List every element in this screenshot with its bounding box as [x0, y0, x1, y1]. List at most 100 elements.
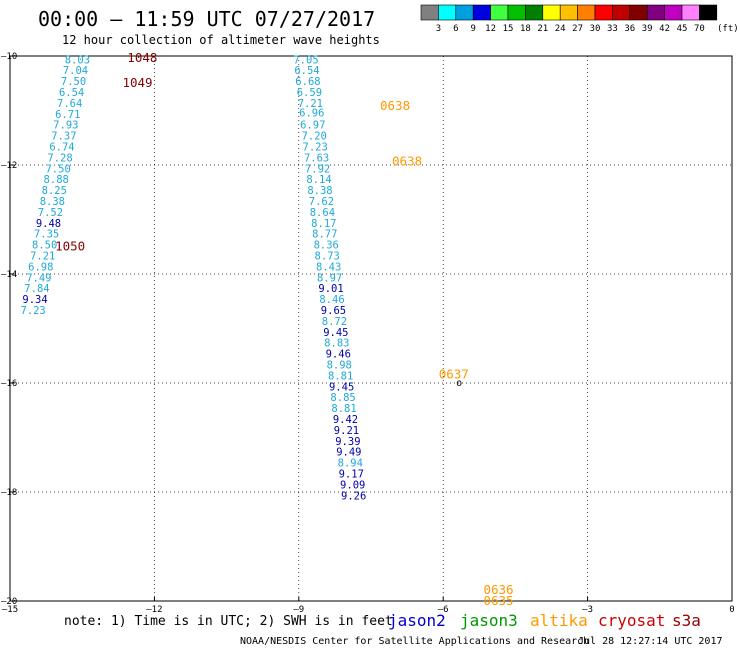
- x-tick-label: –6: [438, 605, 449, 615]
- swh-point-label: 8.36: [314, 240, 339, 252]
- swh-point-label: 7.52: [38, 207, 63, 219]
- title-group: 00:00 – 11:59 UTC 07/27/2017 12 hour col…: [38, 7, 380, 47]
- chart-subtitle: 12 hour collection of altimeter wave hei…: [62, 33, 380, 47]
- swh-point-label: 8.17: [311, 218, 336, 230]
- swh-value-labels: 8.037.047.506.547.646.717.937.376.747.28…: [20, 54, 366, 502]
- swh-point-label: 8.64: [310, 207, 335, 219]
- swh-point-label: 6.98: [28, 261, 53, 273]
- legend-swatch: [629, 4, 648, 21]
- legend-bin-label: 33: [607, 24, 618, 34]
- legend-swatch: [612, 4, 631, 21]
- swh-point-label: 9.39: [335, 436, 360, 448]
- swh-point-label: 7.21: [298, 98, 323, 110]
- y-tick-label: –18: [1, 488, 17, 498]
- swh-point-label: 7.49: [26, 272, 51, 284]
- x-tick-label: –3: [582, 605, 593, 615]
- pass-time-label: 1048: [127, 50, 157, 65]
- swh-point-label: 8.38: [40, 196, 65, 208]
- swh-point-label: 8.81: [328, 370, 353, 382]
- x-tick-label: –9: [293, 605, 304, 615]
- swh-point-label: 9.26: [341, 490, 366, 502]
- swh-point-label: 9.34: [22, 294, 47, 306]
- swh-point-label: 9.42: [333, 414, 358, 426]
- x-axis-ticks: –15 –12 –9 –6 –3 0: [2, 597, 735, 615]
- legend-bin-label: 45: [677, 24, 688, 34]
- swh-point-label: 6.59: [297, 87, 322, 99]
- legend-swatch: [507, 4, 526, 21]
- pass-time-label: 1050: [55, 239, 85, 254]
- legend-bin-label: 9: [470, 24, 475, 34]
- pass-time-label: 0636: [483, 582, 513, 597]
- y-tick-label: –12: [1, 161, 17, 171]
- swh-point-label: 7.50: [45, 163, 70, 175]
- legend-bin-label: 15: [503, 24, 514, 34]
- swh-point-label: 7.50: [61, 76, 86, 88]
- y-tick-label: –14: [1, 270, 17, 280]
- pass-time-label: 0638: [380, 98, 410, 113]
- swh-point-label: 9.46: [326, 349, 351, 361]
- legend-swatch: [490, 4, 509, 21]
- legend-swatch: [681, 4, 700, 21]
- legend-swatch: [455, 4, 474, 21]
- y-tick-label: –10: [1, 52, 17, 62]
- satellite-legend-jason2: jason2: [388, 611, 446, 630]
- track-marker: o: [456, 378, 462, 389]
- note-text: note: 1) Time is in UTC; 2) SWH is in fe…: [64, 614, 393, 629]
- swh-point-label: 8.46: [319, 294, 344, 306]
- legend-swatch: [525, 4, 544, 21]
- swh-point-label: 9.65: [321, 305, 346, 317]
- swh-point-label: 6.74: [49, 141, 74, 153]
- swh-point-label: 7.84: [24, 283, 49, 295]
- pass-time-label: 0637: [439, 367, 469, 382]
- swh-point-label: 7.92: [305, 163, 330, 175]
- legend-bin-label: 70: [694, 24, 705, 34]
- footer-timestamp: Jul 28 12:27:14 UTC 2017: [578, 636, 723, 647]
- x-tick-label: –15: [2, 605, 18, 615]
- swh-point-label: 7.63: [304, 152, 329, 164]
- marker-layer: o: [456, 378, 462, 389]
- footer-credit: NOAA/NESDIS Center for Satellite Applica…: [240, 636, 589, 647]
- swh-point-label: 7.64: [57, 98, 82, 110]
- swh-point-label: 9.45: [323, 327, 348, 339]
- x-tick-label: –12: [146, 605, 162, 615]
- note-row: note: 1) Time is in UTC; 2) SWH is in fe…: [64, 611, 701, 630]
- swh-point-label: 8.98: [327, 359, 352, 371]
- legend-bin-label: 27: [572, 24, 583, 34]
- swh-point-label: 6.54: [294, 65, 319, 77]
- legend-swatch: [594, 4, 613, 21]
- swh-point-label: 8.14: [306, 174, 331, 186]
- legend-bin-label: 3: [436, 24, 441, 34]
- legend-bin-label: 30: [590, 24, 601, 34]
- satellite-legend-s3a: s3a: [672, 611, 701, 630]
- swh-point-label: 6.68: [295, 76, 320, 88]
- legend-bin-label: 18: [520, 24, 531, 34]
- swh-point-label: 9.49: [336, 447, 361, 459]
- satellite-legend-altika: altika: [530, 611, 588, 630]
- swh-point-label: 7.23: [20, 305, 45, 317]
- grid-lines: [10, 56, 732, 601]
- legend-swatch: [438, 4, 457, 21]
- plot-area: –15 –12 –9 –6 –3 0 –10–12–14–16–18–20 8.037.0…: [1, 50, 735, 615]
- swh-point-label: 9.21: [334, 425, 359, 437]
- swh-point-label: 8.77: [312, 229, 337, 241]
- swh-point-label: 9.09: [340, 479, 365, 491]
- swh-point-label: 9.01: [318, 283, 343, 295]
- legend-swatch: [542, 4, 561, 21]
- swh-point-label: 8.88: [44, 174, 69, 186]
- swh-point-label: 6.71: [55, 109, 80, 121]
- swh-point-label: 8.83: [324, 338, 349, 350]
- legend-bin-label: 6: [453, 24, 458, 34]
- y-axis-ticks: –10 –12 –14 –16 –18 –20: [1, 52, 17, 607]
- swh-point-label: 6.96: [299, 108, 324, 120]
- swh-point-label: 7.35: [34, 229, 59, 241]
- legend-swatch: [699, 4, 718, 21]
- swh-point-label: 9.45: [329, 381, 354, 393]
- legend-swatch: [420, 4, 439, 21]
- chart-title: 00:00 – 11:59 UTC 07/27/2017: [38, 7, 375, 31]
- satellite-legend-jason3: jason3: [460, 611, 518, 630]
- swh-point-label: 8.38: [307, 185, 332, 197]
- legend-swatch: [577, 4, 596, 21]
- plot-frame: [9, 55, 733, 602]
